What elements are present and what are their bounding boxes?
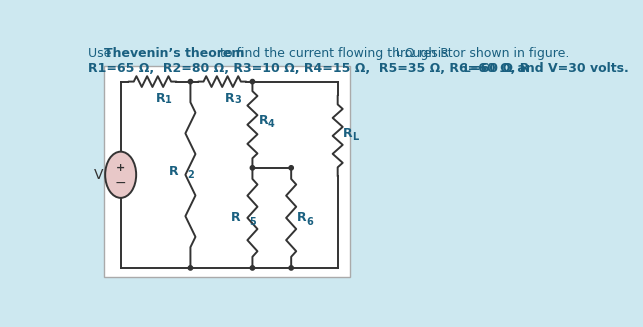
Text: +: + bbox=[116, 163, 125, 173]
Circle shape bbox=[289, 266, 293, 270]
Text: L: L bbox=[464, 64, 471, 74]
Text: R: R bbox=[225, 92, 235, 105]
Text: 2: 2 bbox=[187, 170, 194, 180]
Text: V: V bbox=[95, 168, 104, 182]
Ellipse shape bbox=[105, 152, 136, 198]
Text: R1=65 Ω,  R2=80 Ω, R3=10 Ω, R4=15 Ω,  R5=35 Ω, R6=60 Ω, R: R1=65 Ω, R2=80 Ω, R3=10 Ω, R4=15 Ω, R5=3… bbox=[88, 61, 529, 75]
Text: 4: 4 bbox=[268, 119, 275, 129]
Circle shape bbox=[188, 79, 193, 84]
Text: Thevenin’s theorem: Thevenin’s theorem bbox=[104, 46, 244, 60]
Circle shape bbox=[289, 166, 293, 170]
Text: R: R bbox=[168, 164, 178, 178]
Text: =60 Ω and V=30 volts.: =60 Ω and V=30 volts. bbox=[470, 61, 629, 75]
Text: −: − bbox=[115, 176, 127, 189]
Text: R: R bbox=[297, 211, 307, 224]
Text: R: R bbox=[156, 92, 165, 105]
Text: R: R bbox=[230, 211, 240, 224]
Text: L: L bbox=[352, 132, 359, 143]
Text: 1: 1 bbox=[165, 95, 172, 105]
Circle shape bbox=[250, 166, 255, 170]
Text: 3: 3 bbox=[235, 95, 241, 105]
FancyBboxPatch shape bbox=[104, 66, 350, 277]
Text: L: L bbox=[396, 48, 401, 58]
Text: Use: Use bbox=[88, 46, 116, 60]
Text: Ω resistor shown in figure.: Ω resistor shown in figure. bbox=[401, 46, 570, 60]
Text: to find the current flowing through R: to find the current flowing through R bbox=[216, 46, 449, 60]
Text: 6: 6 bbox=[307, 217, 313, 227]
Text: 5: 5 bbox=[249, 217, 256, 227]
Text: R: R bbox=[343, 127, 353, 140]
Circle shape bbox=[250, 266, 255, 270]
Text: R: R bbox=[258, 114, 268, 127]
Circle shape bbox=[188, 266, 193, 270]
Circle shape bbox=[250, 79, 255, 84]
